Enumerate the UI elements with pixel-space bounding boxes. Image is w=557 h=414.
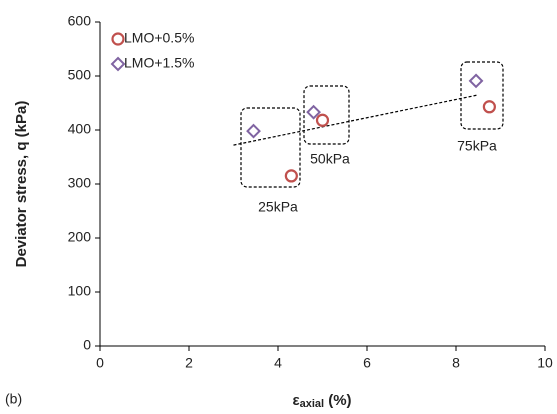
y-tick-label: 300 (68, 175, 92, 191)
x-tick-label: 4 (274, 355, 282, 371)
y-tick-label: 0 (83, 337, 91, 353)
group-box (240, 107, 301, 188)
y-tick-label: 600 (68, 13, 92, 29)
data-point (306, 104, 322, 120)
group-box (303, 85, 350, 145)
y-tick-label: 400 (68, 121, 92, 137)
x-tick-label: 10 (537, 355, 553, 371)
x-axis-label: εaxial (%) (292, 392, 351, 410)
x-label-subscript: axial (300, 398, 324, 410)
legend-label: LMO+1.5% (124, 55, 194, 71)
annotation: 75kPa (457, 138, 497, 154)
x-label-suffix: (%) (324, 392, 352, 409)
legend-marker (111, 32, 125, 46)
y-tick-label: 500 (68, 67, 92, 83)
annotation: 50kPa (310, 151, 350, 167)
x-tick-label: 8 (452, 355, 460, 371)
data-point (246, 123, 261, 139)
group-box (460, 61, 504, 130)
data-point (482, 100, 496, 114)
x-tick-label: 0 (96, 355, 104, 371)
panel-label: (b) (5, 391, 22, 407)
data-point (284, 169, 298, 183)
x-label-symbol: ε (292, 392, 299, 409)
legend-marker (110, 56, 126, 72)
y-tick-label: 100 (68, 283, 92, 299)
trendline (233, 94, 479, 146)
legend-label: LMO+0.5% (124, 30, 194, 46)
annotation: 25kPa (258, 199, 298, 215)
y-axis-label: Deviator stress, q (kPa) (13, 101, 30, 268)
data-point (468, 73, 484, 89)
x-tick-label: 2 (185, 355, 193, 371)
data-point (315, 113, 330, 127)
y-tick-label: 200 (68, 229, 92, 245)
x-tick-label: 6 (363, 355, 371, 371)
